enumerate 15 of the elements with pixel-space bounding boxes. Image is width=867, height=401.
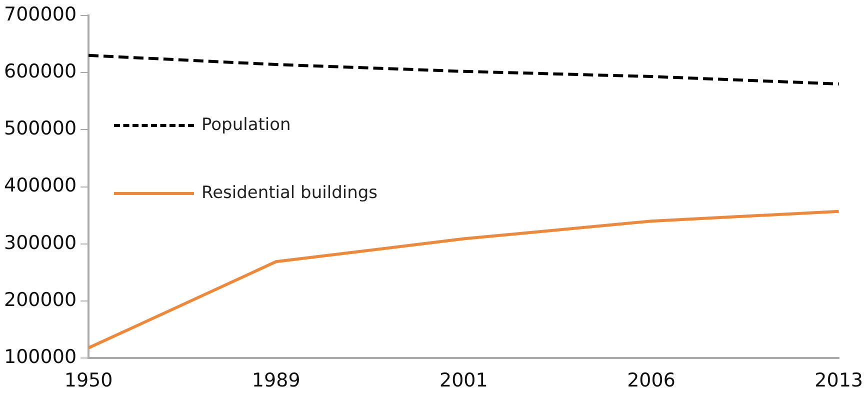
- y-tick-label: 400000: [4, 174, 77, 197]
- x-tick-label: 2001: [439, 370, 488, 392]
- y-tick-label: 300000: [4, 232, 77, 254]
- legend-label: Residential buildings: [202, 183, 378, 204]
- line-series: [87, 54, 840, 86]
- x-tick-label: 1989: [252, 370, 300, 392]
- y-tick-label: 700000: [4, 3, 77, 26]
- y-tick-label: 200000: [4, 289, 77, 312]
- x-tick-label: 2013: [814, 370, 864, 392]
- y-tick-label: 100000: [4, 346, 77, 368]
- y-tick-label: 500000: [4, 118, 77, 140]
- x-tick-label: 2006: [627, 370, 676, 392]
- legend-label: Population: [202, 115, 291, 136]
- y-tick-label: 600000: [4, 60, 77, 82]
- x-tick-label: 1950: [64, 370, 113, 392]
